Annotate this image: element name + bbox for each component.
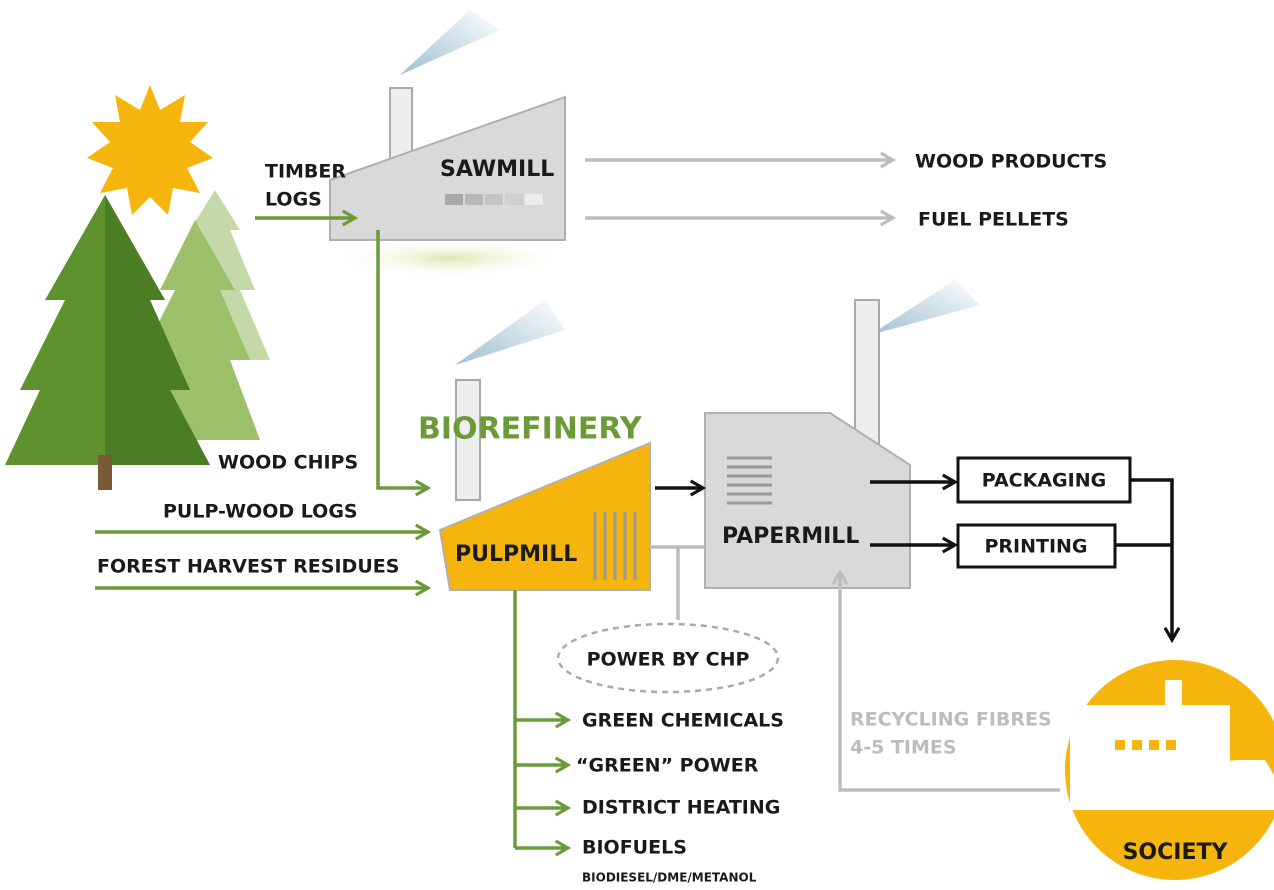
pulpmill-label: PULPMILL xyxy=(455,542,577,567)
input-label: PULP-WOOD LOGS xyxy=(163,501,358,523)
output-label: WOOD PRODUCTS xyxy=(915,151,1107,173)
papermill-label: PAPERMILL xyxy=(722,524,859,549)
biorefinery-title: BIOREFINERY xyxy=(418,412,643,447)
input-label: LOGS xyxy=(265,189,322,211)
sawmill-label: SAWMILL xyxy=(440,157,554,182)
output-label: GREEN CHEMICALS xyxy=(582,710,784,732)
product-label: PACKAGING xyxy=(982,470,1106,492)
output-label: DISTRICT HEATING xyxy=(582,797,780,819)
input-label: FOREST HARVEST RESIDUES xyxy=(97,556,399,578)
product-label: PRINTING xyxy=(984,536,1087,558)
recycling-label: 4-5 TIMES xyxy=(850,737,957,759)
biofuels-note: BIODIESEL/DME/METANOL xyxy=(582,871,757,885)
power-label: POWER BY CHP xyxy=(587,649,750,671)
output-label: BIOFUELS xyxy=(582,837,687,859)
output-label: FUEL PELLETS xyxy=(918,209,1069,231)
input-label: WOOD CHIPS xyxy=(218,452,358,474)
society-label: SOCIETY xyxy=(1123,840,1229,865)
diagram: TIMBER LOGS SAWMILL WOOD PRODUCTS FUEL P… xyxy=(0,0,1274,890)
output-label: “GREEN” POWER xyxy=(576,755,759,777)
input-label: TIMBER xyxy=(265,161,346,183)
recycling-label: RECYCLING FIBRES xyxy=(850,709,1052,731)
